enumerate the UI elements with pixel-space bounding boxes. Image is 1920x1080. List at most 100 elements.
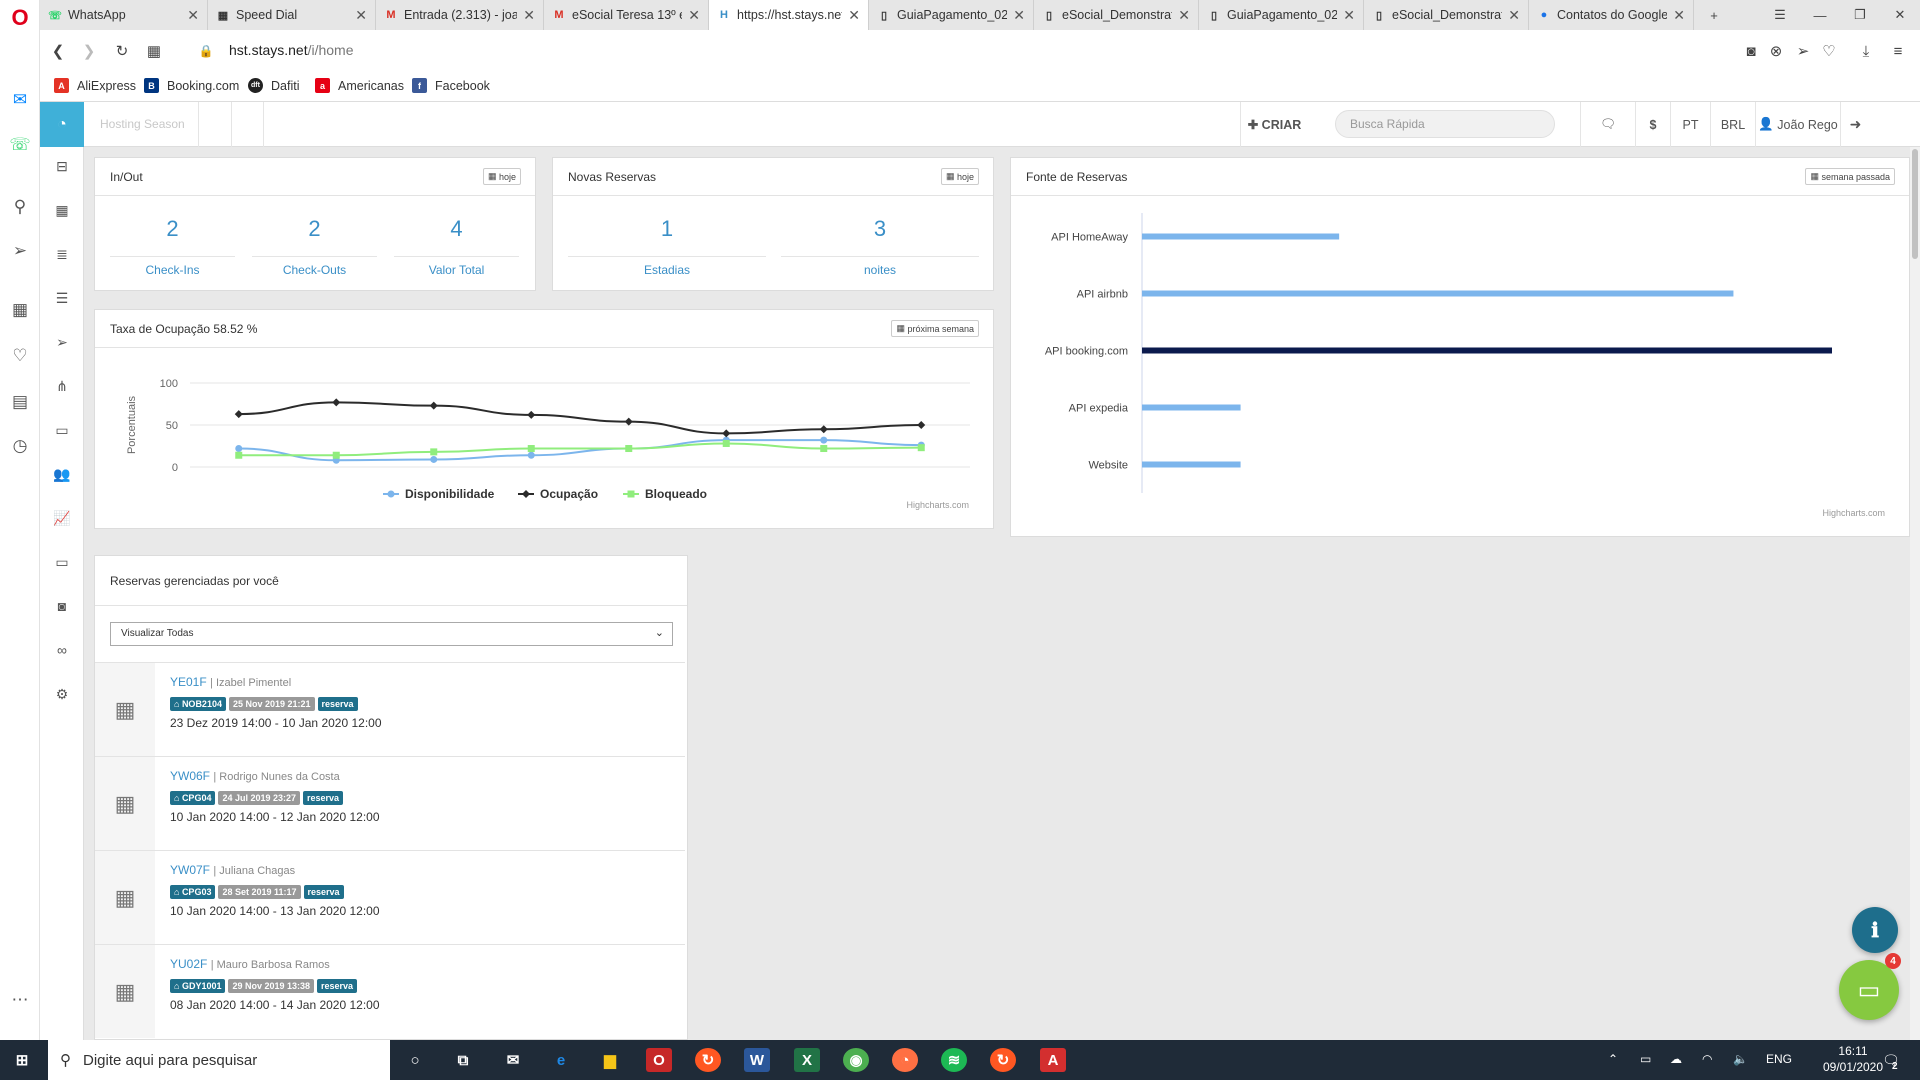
- bookmark-facebook[interactable]: f Facebook: [412, 78, 490, 93]
- onedrive-icon[interactable]: ☁: [1670, 1052, 1682, 1066]
- tab-contatos[interactable]: ● Contatos do Google ✕: [1529, 0, 1694, 30]
- reservation-item[interactable]: ▦ YU02F | Mauro Barbosa Ramos ⌂ GDY1001 2…: [95, 944, 685, 1038]
- camera-icon[interactable]: ◙: [1746, 42, 1756, 60]
- close-icon[interactable]: ✕: [1013, 6, 1025, 23]
- currency-button[interactable]: BRL: [1710, 102, 1755, 147]
- data-point[interactable]: [625, 445, 633, 453]
- dashboard-icon[interactable]: ◔: [40, 102, 84, 147]
- last-week-button[interactable]: ▦ semana passada: [1805, 168, 1895, 185]
- series-line-ocupação[interactable]: [238, 401, 922, 435]
- total-stat[interactable]: 4 Valor Total: [394, 216, 519, 277]
- tab-esocial-2[interactable]: ▯ eSocial_Demonstrati ✕: [1364, 0, 1529, 30]
- bookmark-americanas[interactable]: a Americanas: [315, 78, 404, 93]
- tab-esocial-1[interactable]: ▯ eSocial_Demonstrati ✕: [1034, 0, 1199, 30]
- close-icon[interactable]: ✕: [1508, 6, 1520, 23]
- opera-logo-icon[interactable]: O: [11, 5, 29, 30]
- word-icon[interactable]: W: [744, 1048, 770, 1072]
- data-point[interactable]: [235, 451, 243, 459]
- reservation-item[interactable]: ▦ YW07F | Juliana Chagas ⌂ CPG03 28 Set 2…: [95, 850, 685, 944]
- chat-icon[interactable]: 🗨: [1580, 102, 1635, 147]
- url-field[interactable]: hst.stays.net/i/home: [229, 42, 354, 58]
- today-button[interactable]: ▦ hoje: [482, 168, 521, 185]
- back-button[interactable]: ❮: [51, 43, 65, 60]
- download-icon[interactable]: ⤓: [1862, 42, 1870, 60]
- desktop-icon[interactable]: ▭: [55, 553, 69, 570]
- data-point[interactable]: [430, 455, 438, 463]
- logout-icon[interactable]: ➜: [1840, 102, 1870, 147]
- sitemap-icon[interactable]: ⋔: [56, 377, 68, 394]
- legend-item-bloqueado[interactable]: Bloqueado: [623, 487, 707, 501]
- bookmark-aliexpress[interactable]: A AliExpress: [54, 78, 136, 93]
- close-icon[interactable]: ✕: [1343, 6, 1355, 23]
- money-icon[interactable]: ◙: [57, 598, 67, 614]
- opera-taskbar-icon[interactable]: O: [646, 1048, 672, 1072]
- close-icon[interactable]: ✕: [1673, 6, 1685, 23]
- header-cell[interactable]: [198, 102, 231, 147]
- news-icon[interactable]: ▤: [11, 392, 29, 411]
- tab-speed-dial[interactable]: ▦ Speed Dial ✕: [208, 0, 376, 30]
- data-point[interactable]: [819, 425, 828, 434]
- new-tab-button[interactable]: +: [1710, 7, 1718, 23]
- data-point[interactable]: [624, 417, 633, 426]
- more-icon[interactable]: ⋯: [11, 990, 29, 1009]
- notification-icon[interactable]: 🗨: [1882, 1052, 1900, 1068]
- checkins-stat[interactable]: 2 Check-Ins: [110, 216, 235, 277]
- forward-button[interactable]: ❯: [82, 43, 96, 60]
- close-window-button[interactable]: ✕: [1894, 7, 1906, 22]
- nights-stat[interactable]: 3 noites: [781, 216, 979, 277]
- history-icon[interactable]: ◷: [12, 436, 28, 455]
- data-point[interactable]: [235, 445, 243, 453]
- heart-icon[interactable]: ♡: [12, 346, 28, 365]
- flow-icon[interactable]: ➢: [1796, 43, 1810, 60]
- excel-icon[interactable]: X: [794, 1048, 820, 1072]
- tab-guia-2[interactable]: ▯ GuiaPagamento_021 ✕: [1199, 0, 1364, 30]
- credit-card-icon[interactable]: ▭: [55, 421, 69, 438]
- paper-plane-icon[interactable]: ➢: [56, 333, 68, 350]
- app-orange-icon[interactable]: ↻: [990, 1048, 1016, 1072]
- data-point[interactable]: [722, 439, 730, 447]
- chat-button[interactable]: ▭: [1839, 960, 1899, 1020]
- acrobat-icon[interactable]: A: [1040, 1048, 1066, 1072]
- checkouts-stat[interactable]: 2 Check-Outs: [252, 216, 377, 277]
- tab-gmail-inbox[interactable]: M Entrada (2.313) - joa ✕: [376, 0, 544, 30]
- data-point[interactable]: [820, 436, 828, 444]
- users-icon[interactable]: 👥: [53, 465, 71, 482]
- calendar-icon[interactable]: ▦: [55, 201, 69, 218]
- filter-select[interactable]: Visualizar Todas ⌄: [110, 622, 673, 646]
- series-line-bloqueado[interactable]: [238, 442, 922, 457]
- tab-menu-icon[interactable]: ☰: [1774, 7, 1786, 22]
- battery-icon[interactable]: ▭: [1640, 1052, 1652, 1066]
- data-point[interactable]: [820, 445, 828, 453]
- cortana-icon[interactable]: ○: [410, 1051, 420, 1069]
- scrollbar-thumb[interactable]: [1912, 149, 1918, 259]
- adblock-icon[interactable]: ⊗: [1769, 43, 1783, 60]
- edge-icon[interactable]: e: [556, 1051, 566, 1069]
- data-point[interactable]: [527, 445, 535, 453]
- messenger-icon[interactable]: ✉: [12, 90, 28, 109]
- wifi-icon[interactable]: ◠: [1702, 1052, 1713, 1066]
- close-icon[interactable]: ✕: [523, 6, 535, 23]
- taskbar-search[interactable]: ⚲ Digite aqui para pesquisar: [48, 1040, 390, 1080]
- reservation-item[interactable]: ▦ YW06F | Rodrigo Nunes da Costa ⌂ CPG04…: [95, 756, 685, 850]
- data-point[interactable]: [429, 401, 438, 410]
- reservation-item[interactable]: ▦ YE01F | Izabel Pimentel ⌂ NOB2104 25 No…: [95, 662, 685, 756]
- reservation-code[interactable]: YW07F: [170, 863, 211, 877]
- reservation-code[interactable]: YW06F: [170, 769, 211, 783]
- clock[interactable]: 16:11 09/01/2020: [1822, 1044, 1884, 1074]
- close-icon[interactable]: ✕: [848, 6, 860, 23]
- minimize-button[interactable]: —: [1813, 7, 1827, 23]
- task-view-icon[interactable]: ⧉: [457, 1051, 469, 1069]
- bar[interactable]: [1142, 347, 1832, 354]
- series-line-disponibilidade[interactable]: [238, 439, 922, 462]
- tray-chevron-icon[interactable]: ⌃: [1608, 1052, 1619, 1066]
- header-cell[interactable]: [231, 102, 264, 147]
- tab-whatsapp[interactable]: ☏ WhatsApp ✕: [40, 0, 208, 30]
- data-point[interactable]: [527, 451, 535, 459]
- windows-start-icon[interactable]: ⊞: [15, 1052, 29, 1069]
- volume-icon[interactable]: 🔈: [1733, 1052, 1748, 1066]
- app-orange-icon[interactable]: ↻: [695, 1048, 721, 1072]
- speed-dial-icon[interactable]: ▦: [11, 300, 29, 319]
- tab-guia-1[interactable]: ▯ GuiaPagamento_021 ✕: [869, 0, 1034, 30]
- next-week-button[interactable]: ▦ próxima semana: [891, 320, 979, 337]
